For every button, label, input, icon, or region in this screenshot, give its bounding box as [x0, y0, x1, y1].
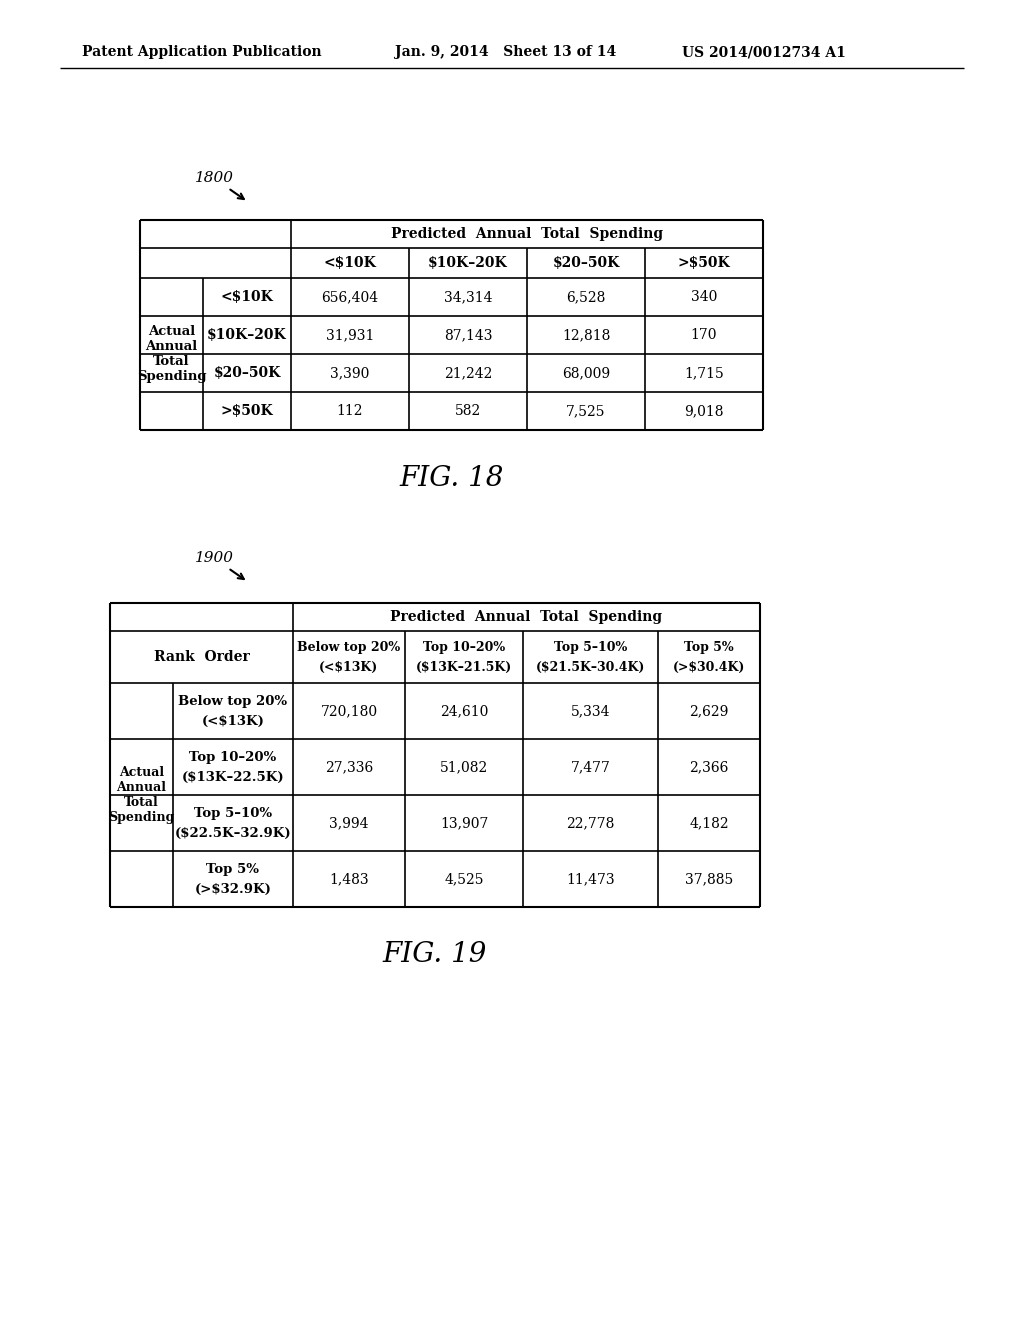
Text: 720,180: 720,180 — [321, 704, 378, 718]
Text: 11,473: 11,473 — [566, 873, 614, 886]
Text: 4,182: 4,182 — [689, 816, 729, 830]
Text: ($22.5K–32.9K): ($22.5K–32.9K) — [175, 826, 291, 840]
Text: Top 5%: Top 5% — [684, 640, 734, 653]
Text: 27,336: 27,336 — [325, 760, 373, 774]
Text: 340: 340 — [691, 290, 717, 304]
Text: Rank  Order: Rank Order — [154, 649, 250, 664]
Text: FIG. 18: FIG. 18 — [399, 465, 504, 491]
Text: Top 10–20%: Top 10–20% — [189, 751, 276, 763]
Text: ($13K–21.5K): ($13K–21.5K) — [416, 660, 512, 673]
Text: 3,994: 3,994 — [330, 816, 369, 830]
Text: 24,610: 24,610 — [440, 704, 488, 718]
Text: 2,366: 2,366 — [689, 760, 729, 774]
Text: US 2014/0012734 A1: US 2014/0012734 A1 — [682, 45, 846, 59]
Text: 6,528: 6,528 — [566, 290, 605, 304]
Text: Jan. 9, 2014   Sheet 13 of 14: Jan. 9, 2014 Sheet 13 of 14 — [395, 45, 616, 59]
Text: Predicted  Annual  Total  Spending: Predicted Annual Total Spending — [391, 227, 664, 242]
Text: 1,483: 1,483 — [329, 873, 369, 886]
Text: <$10K: <$10K — [220, 290, 273, 304]
Text: 112: 112 — [337, 404, 364, 418]
Text: 1900: 1900 — [195, 550, 234, 565]
Text: ($21.5K–30.4K): ($21.5K–30.4K) — [536, 660, 645, 673]
Text: Top 10–20%: Top 10–20% — [423, 640, 505, 653]
Text: (<$13K): (<$13K) — [319, 660, 379, 673]
Text: (>$30.4K): (>$30.4K) — [673, 660, 745, 673]
Text: 12,818: 12,818 — [562, 327, 610, 342]
Text: 87,143: 87,143 — [443, 327, 493, 342]
Text: 2,629: 2,629 — [689, 704, 729, 718]
Text: <$10K: <$10K — [324, 256, 377, 271]
Text: 5,334: 5,334 — [570, 704, 610, 718]
Text: 31,931: 31,931 — [326, 327, 374, 342]
Text: 68,009: 68,009 — [562, 366, 610, 380]
Text: Top 5–10%: Top 5–10% — [554, 640, 627, 653]
Text: Below top 20%: Below top 20% — [297, 640, 400, 653]
Text: Patent Application Publication: Patent Application Publication — [82, 45, 322, 59]
Text: 21,242: 21,242 — [443, 366, 493, 380]
Text: FIG. 19: FIG. 19 — [383, 941, 487, 969]
Text: ($13K–22.5K): ($13K–22.5K) — [181, 771, 285, 784]
Text: Below top 20%: Below top 20% — [178, 694, 288, 708]
Text: 9,018: 9,018 — [684, 404, 724, 418]
Text: Top 5%: Top 5% — [207, 862, 259, 875]
Text: 1,715: 1,715 — [684, 366, 724, 380]
Text: 3,390: 3,390 — [331, 366, 370, 380]
Text: 656,404: 656,404 — [322, 290, 379, 304]
Text: $20–50K: $20–50K — [213, 366, 281, 380]
Text: 37,885: 37,885 — [685, 873, 733, 886]
Text: (<$13K): (<$13K) — [202, 714, 264, 727]
Text: 51,082: 51,082 — [440, 760, 488, 774]
Text: Top 5–10%: Top 5–10% — [194, 807, 272, 820]
Text: 1800: 1800 — [195, 172, 234, 185]
Text: 7,525: 7,525 — [566, 404, 606, 418]
Text: 7,477: 7,477 — [570, 760, 610, 774]
Text: Actual
Annual
Total
Spending: Actual Annual Total Spending — [137, 325, 206, 383]
Text: 22,778: 22,778 — [566, 816, 614, 830]
Text: (>$32.9K): (>$32.9K) — [195, 883, 271, 895]
Text: 170: 170 — [691, 327, 717, 342]
Text: 13,907: 13,907 — [440, 816, 488, 830]
Text: 582: 582 — [455, 404, 481, 418]
Text: 4,525: 4,525 — [444, 873, 483, 886]
Text: $10K–20K: $10K–20K — [428, 256, 508, 271]
Text: Actual
Annual
Total
Spending: Actual Annual Total Spending — [109, 766, 175, 824]
Text: Predicted  Annual  Total  Spending: Predicted Annual Total Spending — [390, 610, 663, 624]
Text: $20–50K: $20–50K — [552, 256, 620, 271]
Text: $10K–20K: $10K–20K — [207, 327, 287, 342]
Text: 34,314: 34,314 — [443, 290, 493, 304]
Text: >$50K: >$50K — [220, 404, 273, 418]
Text: >$50K: >$50K — [678, 256, 730, 271]
